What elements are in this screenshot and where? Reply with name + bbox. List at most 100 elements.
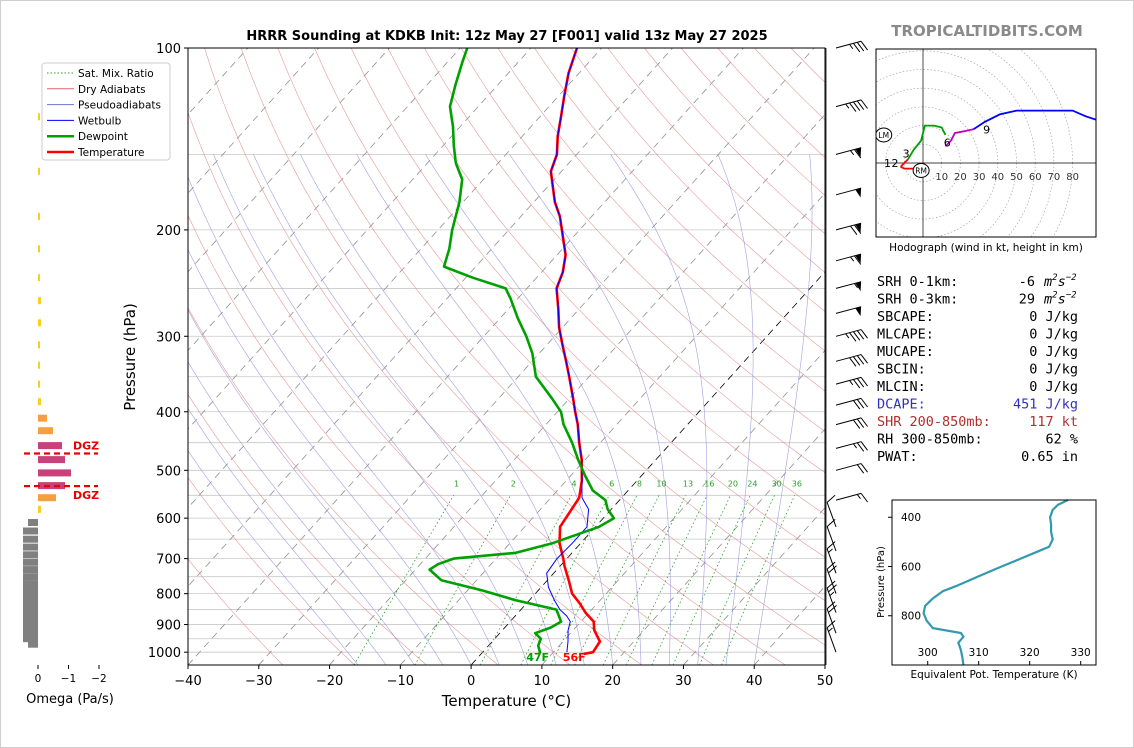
barb-staff	[826, 502, 837, 527]
wind-barb	[835, 147, 862, 159]
barb-flag	[852, 356, 861, 366]
wind-barb	[826, 541, 837, 574]
x-tick-label: 50	[817, 674, 834, 689]
left-mover-label: LM	[878, 131, 889, 140]
wind-barb	[835, 281, 862, 292]
chart-title: HRRR Sounding at KDKB Init: 12z May 27 […	[246, 29, 767, 44]
omega-bar	[38, 274, 40, 282]
pseudoadiabat	[188, 309, 444, 665]
stat-value: 0 J/kg	[1029, 344, 1078, 360]
wind-barb	[826, 601, 837, 634]
omega-x-tick-label: 0	[35, 673, 42, 685]
stat-row: SBCAPE: 0 J/kg	[877, 309, 1078, 325]
mixing-ratio-label: 6	[609, 480, 614, 489]
omega-bar	[38, 427, 53, 435]
skew-t-plot-area	[188, 48, 825, 665]
omega-bar	[23, 535, 38, 543]
stat-value: 29	[1019, 292, 1035, 308]
wind-barb	[835, 463, 868, 474]
isotherm-line	[188, 48, 673, 587]
omega-bar	[38, 469, 71, 477]
stat-row: SHR 200-850mb: 117 kt	[877, 414, 1078, 430]
barb-flag	[828, 565, 837, 574]
barb-flag	[852, 400, 861, 410]
pseudoadiabat	[425, 154, 642, 665]
omega-bar	[38, 482, 65, 490]
barb-flag	[860, 329, 868, 339]
hodo-height-label: 3	[903, 148, 910, 161]
omega-bar	[23, 543, 38, 551]
wind-barb	[835, 306, 862, 317]
barb-flag	[856, 378, 865, 388]
pseudoadiabat	[188, 407, 387, 665]
barb-half-flag	[849, 44, 854, 49]
wind-barb	[835, 397, 868, 410]
barb-flag	[860, 377, 868, 387]
stat-label: MUCAPE:	[877, 344, 934, 360]
mixing-ratio-label: 24	[747, 480, 757, 489]
series-wetbulb-line	[546, 48, 590, 653]
omega-bar	[23, 586, 38, 594]
barb-half-flag	[850, 256, 855, 262]
barb-half-flag	[849, 380, 854, 386]
barb-flag	[828, 604, 837, 613]
omega-bar	[23, 527, 38, 535]
wind-barb	[826, 580, 837, 613]
barb-flag	[856, 442, 865, 452]
omega-bar	[38, 319, 41, 327]
legend-label: Dry Adiabats	[78, 84, 146, 96]
y-tick-label: 600	[156, 512, 181, 527]
wind-barb	[826, 519, 837, 552]
hodo-segment	[944, 128, 974, 147]
dry-adiabat	[460, 48, 825, 432]
pseudoadiabat	[300, 154, 585, 665]
theta-e-x-tick-label: 310	[969, 647, 989, 659]
wind-barb	[835, 441, 868, 452]
x-tick-label: −40	[174, 674, 201, 689]
pseudoadiabat	[356, 154, 613, 665]
barb-half-flag	[853, 283, 858, 289]
dgz-label-bottom: DGZ	[73, 489, 99, 502]
omega-bar	[23, 558, 38, 566]
barb-flag	[856, 42, 865, 52]
omega-bar	[23, 618, 38, 626]
barb-half-flag	[829, 591, 835, 597]
wind-barb	[826, 494, 837, 527]
theta-e-y-tick-label: 400	[901, 512, 921, 524]
hodo-ring-label: 50	[1010, 172, 1023, 183]
hodo-ring-label: 80	[1066, 172, 1079, 183]
dry-adiabat	[497, 48, 825, 392]
theta-e-x-tick-label: 330	[1071, 647, 1091, 659]
hodo-segment	[907, 124, 947, 160]
barb-pennant	[855, 306, 862, 317]
stat-label: MLCAPE:	[877, 327, 934, 343]
barb-flag	[852, 101, 861, 111]
wind-barb	[835, 187, 862, 198]
hodo-ring-label: 10	[935, 172, 948, 183]
isotherm-line	[188, 48, 744, 665]
mixing-ratio-line	[414, 495, 511, 665]
stat-row: MLCAPE: 0 J/kg	[877, 327, 1078, 343]
omega-x-tick-label: −2	[91, 673, 106, 685]
mixing-ratio-label: 36	[792, 480, 802, 489]
stat-value: 451 J/kg	[1013, 397, 1078, 413]
barb-staff	[826, 587, 837, 613]
barb-staff	[835, 417, 862, 426]
wind-barb	[835, 492, 868, 503]
omega-bar	[38, 380, 40, 388]
stat-row: MLCIN: 0 J/kg	[877, 379, 1078, 395]
right-mover-label: RM	[915, 166, 927, 175]
dry-adiabat	[790, 48, 825, 83]
barb-staff	[826, 627, 837, 653]
barb-flag	[852, 379, 861, 389]
omega-bar	[23, 606, 38, 614]
dry-adiabat	[204, 48, 714, 665]
omega-bar	[38, 494, 56, 502]
stat-row: SBCIN: 0 J/kg	[877, 362, 1078, 378]
y-tick-label: 1000	[148, 646, 181, 661]
stat-unit: m2s−2	[1043, 273, 1077, 290]
legend-label: Temperature	[77, 147, 145, 159]
left-mover-marker	[876, 127, 893, 143]
isotherm-line	[824, 664, 825, 665]
omega-bar	[23, 629, 38, 637]
